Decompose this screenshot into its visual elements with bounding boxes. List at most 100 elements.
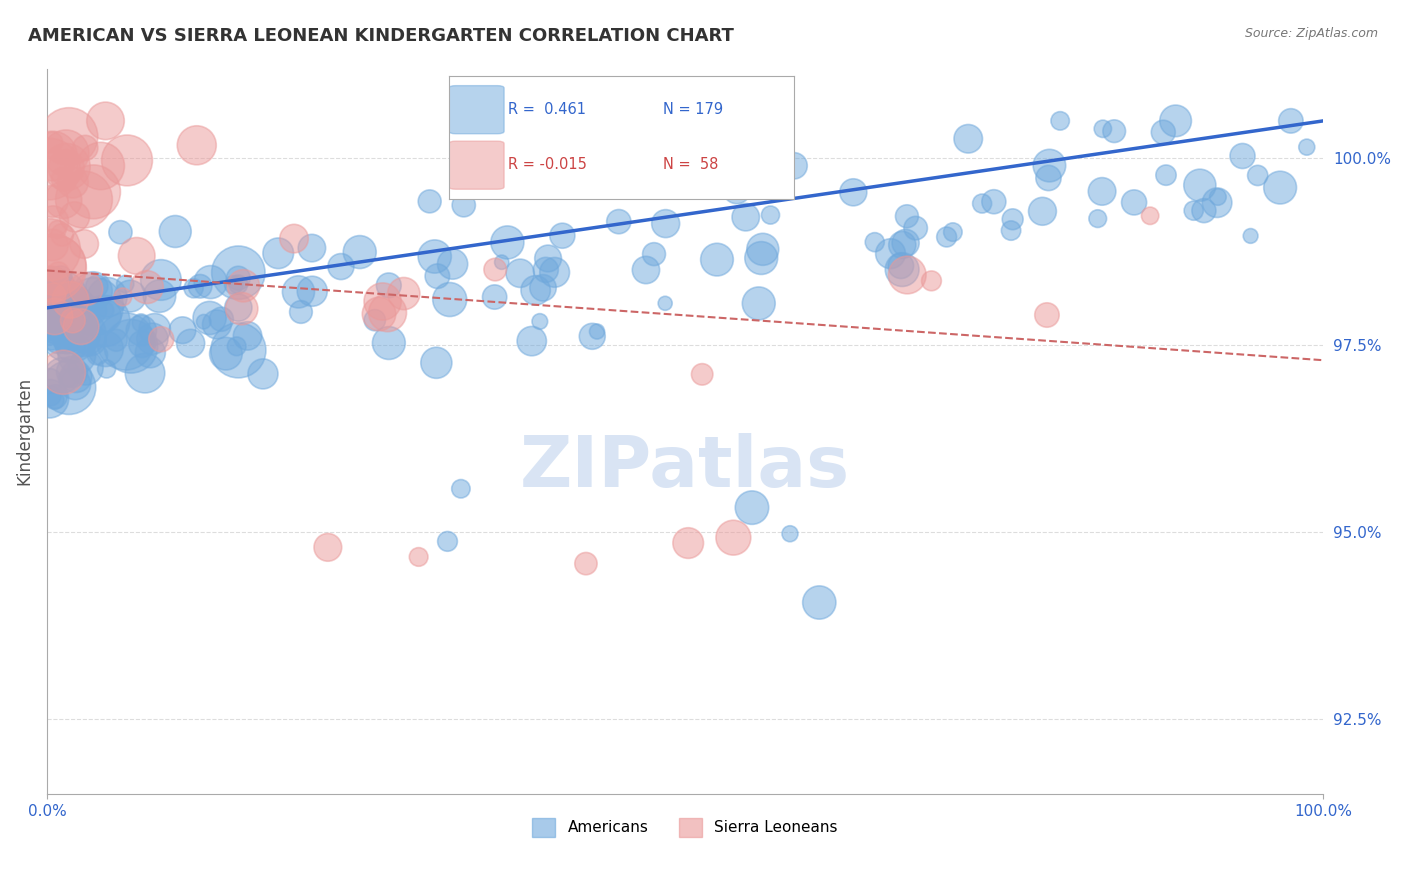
Sierra Leoneans: [58, 129, 80, 144]
Americans: [1232, 149, 1254, 163]
Americans: [287, 285, 309, 299]
Americans: [942, 225, 965, 239]
Americans: [222, 277, 245, 292]
Sierra Leoneans: [231, 301, 253, 316]
Americans: [734, 210, 756, 224]
Sierra Leoneans: [75, 141, 97, 155]
Americans: [543, 265, 565, 279]
Americans: [94, 303, 117, 318]
Americans: [86, 279, 108, 293]
Sierra Leoneans: [41, 238, 63, 252]
Americans: [49, 270, 72, 285]
Americans: [38, 284, 60, 298]
Sierra Leoneans: [690, 368, 713, 382]
Sierra Leoneans: [73, 193, 96, 207]
Sierra Leoneans: [42, 288, 65, 302]
Sierra Leoneans: [52, 193, 75, 207]
Americans: [38, 392, 60, 406]
Sierra Leoneans: [575, 557, 598, 571]
Sierra Leoneans: [46, 266, 69, 280]
Americans: [531, 281, 554, 295]
Sierra Leoneans: [55, 145, 77, 160]
Americans: [228, 343, 250, 358]
Sierra Leoneans: [392, 286, 415, 301]
Americans: [79, 333, 101, 347]
Americans: [1031, 204, 1053, 219]
Americans: [59, 290, 82, 304]
Americans: [1295, 140, 1317, 154]
Americans: [330, 260, 353, 274]
Americans: [759, 208, 782, 222]
Americans: [731, 168, 754, 182]
Americans: [290, 305, 312, 319]
Sierra Leoneans: [52, 365, 75, 379]
Sierra Leoneans: [41, 260, 63, 275]
Sierra Leoneans: [41, 149, 63, 163]
Sierra Leoneans: [63, 210, 86, 224]
Sierra Leoneans: [38, 243, 60, 257]
Americans: [654, 217, 676, 231]
Americans: [65, 369, 87, 384]
Americans: [748, 296, 770, 310]
Americans: [172, 323, 194, 337]
Americans: [484, 290, 506, 304]
Americans: [894, 235, 917, 250]
Text: AMERICAN VS SIERRA LEONEAN KINDERGARTEN CORRELATION CHART: AMERICAN VS SIERRA LEONEAN KINDERGARTEN …: [28, 27, 734, 45]
Americans: [581, 329, 603, 343]
Americans: [38, 329, 60, 343]
Americans: [1279, 114, 1302, 128]
Americans: [1192, 203, 1215, 218]
Americans: [82, 284, 104, 298]
Americans: [41, 331, 63, 345]
Americans: [1049, 114, 1071, 128]
Americans: [131, 324, 153, 338]
Americans: [44, 390, 66, 404]
Americans: [96, 290, 118, 304]
Sierra Leoneans: [1139, 209, 1161, 223]
Sierra Leoneans: [94, 114, 117, 128]
Americans: [520, 334, 543, 348]
Americans: [450, 482, 472, 496]
Americans: [228, 301, 250, 315]
Americans: [41, 326, 63, 340]
Americans: [73, 329, 96, 343]
Americans: [49, 307, 72, 321]
Americans: [67, 294, 90, 309]
Americans: [378, 278, 401, 293]
Americans: [364, 313, 387, 327]
Americans: [42, 314, 65, 328]
Sierra Leoneans: [52, 172, 75, 186]
Americans: [205, 318, 228, 332]
Sierra Leoneans: [723, 531, 745, 545]
Americans: [1164, 114, 1187, 128]
Americans: [879, 246, 901, 260]
Americans: [1182, 203, 1205, 218]
Americans: [209, 312, 232, 326]
Americans: [1091, 185, 1114, 199]
Sierra Leoneans: [41, 194, 63, 209]
Americans: [607, 214, 630, 228]
Sierra Leoneans: [484, 262, 506, 277]
Americans: [94, 342, 117, 356]
Americans: [93, 314, 115, 328]
Americans: [63, 294, 86, 309]
Americans: [252, 367, 274, 381]
Americans: [86, 348, 108, 362]
Americans: [149, 273, 172, 287]
Sierra Leoneans: [408, 549, 430, 564]
Americans: [56, 371, 79, 385]
Americans: [1247, 169, 1270, 183]
Americans: [496, 235, 519, 250]
Sierra Leoneans: [62, 313, 84, 327]
Americans: [38, 374, 60, 388]
Americans: [39, 389, 62, 403]
Americans: [110, 225, 132, 239]
Americans: [134, 366, 156, 380]
Americans: [225, 339, 247, 353]
Americans: [706, 252, 728, 267]
Sierra Leoneans: [115, 153, 138, 168]
Americans: [59, 339, 82, 353]
Americans: [58, 380, 80, 394]
Americans: [896, 209, 918, 223]
Americans: [148, 289, 170, 303]
